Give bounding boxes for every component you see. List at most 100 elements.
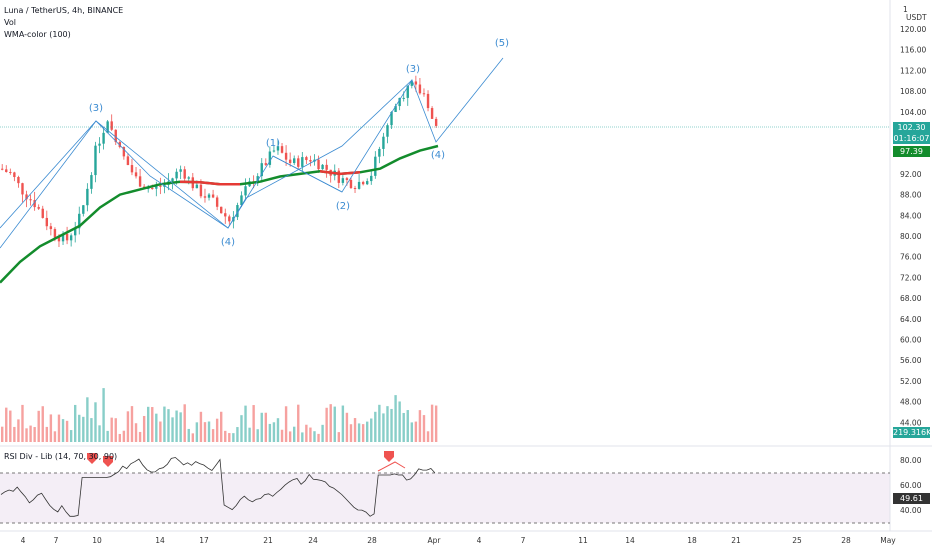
rsi-value-tag: 49.61 (893, 493, 930, 504)
volume-bar (65, 420, 69, 442)
candle-body (82, 205, 85, 214)
volume-bar (357, 423, 361, 442)
candle-body (378, 148, 381, 157)
candle-body (29, 199, 32, 201)
candle-body (386, 125, 389, 137)
last-price-tag: 102.30 (893, 122, 930, 133)
volume-bar (82, 416, 85, 442)
candle-body (402, 97, 405, 99)
volume-bar (329, 404, 332, 442)
wma-legend[interactable]: WMA-color (100) (4, 30, 71, 39)
volume-bar (114, 418, 117, 442)
volume-bar (224, 430, 227, 442)
time-tick-label: 4 (477, 536, 482, 545)
candle-body (179, 169, 182, 172)
wave-label: (4) (221, 237, 235, 248)
time-tick-label: 7 (54, 536, 59, 545)
candle-body (74, 228, 77, 236)
volume-bar (366, 421, 369, 442)
price-tick-label: 108.00 (900, 87, 926, 96)
volume-bar (33, 427, 36, 442)
countdown-tag: 01:16:07 (893, 133, 930, 144)
volume-bar (414, 421, 418, 442)
candle-body (272, 150, 276, 152)
volume-bar (301, 432, 304, 442)
candle-body (17, 177, 20, 184)
volume-bar (9, 410, 12, 442)
time-tick-label: 25 (792, 536, 802, 545)
candle-body (69, 235, 73, 241)
rsi-legend[interactable]: RSI Div - Lib (14, 70, 30, 90) (4, 452, 118, 461)
volume-bar (305, 424, 308, 442)
symbol-legend[interactable]: Luna / TetherUS, 4h, BINANCE (4, 6, 124, 15)
volume-bar (142, 415, 146, 442)
volume-bar (349, 424, 353, 442)
candle-body (53, 229, 57, 238)
candle-body (309, 160, 312, 162)
candle-body (353, 187, 357, 189)
candle-body (175, 171, 178, 179)
volume-bar (195, 422, 199, 442)
volume-bar (353, 418, 357, 442)
candle-body (33, 200, 36, 208)
candle-body (390, 111, 393, 126)
candle-body (78, 213, 81, 229)
volume-bar (390, 408, 393, 442)
volume-bar (171, 417, 174, 442)
candle-body (382, 136, 385, 149)
candle-body (345, 178, 349, 180)
price-tick-label: 64.00 (900, 315, 922, 324)
volume-bar (422, 415, 426, 442)
currency-label: USDT (906, 13, 927, 22)
candle-body (260, 163, 263, 177)
volume-bar (418, 410, 422, 442)
candle-body (203, 196, 207, 198)
time-tick-label: 18 (687, 536, 697, 545)
volume-bar (386, 406, 389, 442)
candle-body (256, 176, 259, 184)
volume-bar (155, 413, 158, 442)
candle-body (325, 164, 328, 170)
candle-body (240, 195, 243, 206)
volume-bar (370, 418, 373, 442)
volume-bar (98, 425, 101, 442)
volume-bar (236, 427, 239, 442)
volume-bar (94, 402, 97, 442)
volume-bar (21, 404, 24, 442)
time-tick-label: Apr (428, 536, 442, 545)
volume-bar (134, 423, 138, 442)
volume-bar (147, 406, 150, 442)
volume-bar (86, 397, 89, 442)
volume-bar (260, 412, 263, 442)
time-tick-label: May (880, 536, 896, 545)
wave-label: (2) (336, 201, 350, 212)
candle-body (215, 197, 219, 207)
volume-bar (13, 426, 16, 442)
wave-label: (3) (406, 64, 420, 75)
candle-body (106, 121, 109, 133)
volume-bar (159, 421, 162, 442)
candle-body (207, 194, 211, 198)
volume-bar (345, 412, 349, 442)
candle-body (220, 206, 223, 214)
candle-body (199, 184, 203, 197)
price-tick-label: 112.00 (900, 66, 926, 75)
candle-body (118, 142, 122, 148)
candle-body (159, 185, 162, 187)
time-tick-label: 4 (21, 536, 26, 545)
volume-bar (325, 407, 328, 442)
candle-body (138, 176, 142, 187)
volume-bar (25, 428, 28, 442)
candle-body (430, 108, 434, 119)
candle-body (337, 170, 341, 183)
candle-body (357, 181, 361, 189)
volume-legend[interactable]: Vol (4, 18, 16, 27)
price-tick-label: 60.00 (900, 336, 922, 345)
volume-bar (361, 424, 365, 442)
price-tick-label: 120.00 (900, 25, 926, 34)
candle-body (1, 168, 4, 170)
candle-body (422, 93, 426, 95)
candle-body (236, 205, 239, 218)
elliott-wave-channel (0, 79, 413, 229)
